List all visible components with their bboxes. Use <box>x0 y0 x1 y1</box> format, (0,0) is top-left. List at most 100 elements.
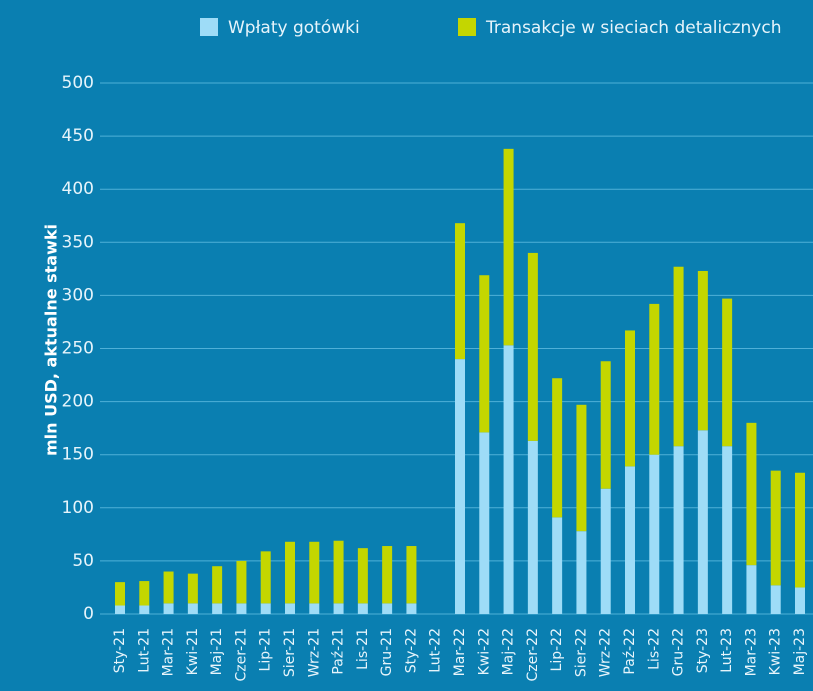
bar <box>503 345 514 614</box>
legend-label: Transakcje w sieciach detalicznych <box>485 18 781 38</box>
bar <box>600 361 611 489</box>
bar <box>212 566 223 604</box>
bar <box>625 466 635 614</box>
bar <box>357 548 368 604</box>
x-tick-label: Lut-21 <box>136 628 152 673</box>
x-tick-label: Wrz-22 <box>598 628 614 677</box>
x-tick-label: Wrz-21 <box>306 628 322 677</box>
bar <box>139 605 150 614</box>
bar <box>382 603 393 614</box>
bar <box>163 571 174 604</box>
bar <box>746 422 757 566</box>
x-tick-label: Lis-21 <box>355 628 371 670</box>
x-tick-label: Czer-22 <box>525 628 541 681</box>
x-tick-label: Maj-21 <box>209 628 225 675</box>
x-tick-label: Kwi-22 <box>476 628 492 675</box>
y-tick-label: 300 <box>62 285 94 305</box>
x-tick-label: Maj-23 <box>792 628 808 675</box>
bar <box>649 303 660 455</box>
y-axis-label: mln USD, aktualne stawki <box>42 224 61 456</box>
bar <box>455 359 465 614</box>
x-tick-label: Gru-22 <box>671 628 687 676</box>
bar <box>260 603 271 614</box>
bar <box>406 603 417 614</box>
y-tick-label: 150 <box>62 445 94 465</box>
bar <box>697 430 708 614</box>
x-tick-label: Paź-21 <box>331 628 347 675</box>
y-tick-label: 500 <box>62 73 94 93</box>
bar <box>236 560 247 604</box>
bar <box>455 223 465 360</box>
bar <box>770 470 781 586</box>
bar <box>649 454 660 614</box>
x-tick-label: Lip-22 <box>549 628 565 671</box>
bar <box>309 541 320 604</box>
y-tick-label: 450 <box>62 126 94 146</box>
y-tick-label: 200 <box>62 392 94 412</box>
bar <box>576 531 587 614</box>
bar <box>770 585 781 614</box>
bar <box>527 252 538 441</box>
x-tick-label: Paź-22 <box>622 628 638 675</box>
bar <box>236 603 247 614</box>
bar <box>382 546 393 604</box>
bar <box>139 581 150 606</box>
x-tick-label: Gru-21 <box>379 628 395 676</box>
bar <box>163 603 174 614</box>
bar <box>697 270 708 431</box>
bar <box>212 603 223 614</box>
bar <box>673 266 684 447</box>
x-tick-label: Sier-22 <box>573 628 589 677</box>
bar <box>527 440 538 614</box>
bar <box>625 330 635 467</box>
bar <box>746 565 757 614</box>
x-tick-label: Lut-22 <box>428 628 444 673</box>
x-tick-label: Kwi-23 <box>768 628 784 675</box>
bar <box>115 605 125 614</box>
bar <box>285 603 295 614</box>
x-tick-label: Mar-21 <box>161 628 177 676</box>
x-tick-label: Lut-23 <box>719 628 735 673</box>
y-tick-label: 0 <box>83 604 94 624</box>
x-tick-label: Sty-22 <box>403 628 419 673</box>
y-tick-label: 350 <box>62 232 94 252</box>
y-tick-label: 100 <box>62 498 94 518</box>
bar <box>503 148 514 346</box>
bar <box>552 517 563 614</box>
x-tick-label: Sty-23 <box>695 628 711 673</box>
x-tick-label: Mar-23 <box>743 628 759 676</box>
bar <box>600 488 611 614</box>
bar <box>406 546 417 604</box>
bar <box>333 540 344 604</box>
x-tick-label: Maj-22 <box>501 628 517 675</box>
y-tick-label: 400 <box>62 179 94 199</box>
x-tick-label: Lip-21 <box>258 628 274 671</box>
legend-swatch <box>458 18 476 36</box>
bar <box>479 275 490 433</box>
bar <box>795 587 805 614</box>
x-tick-label: Kwi-21 <box>185 628 201 675</box>
bar <box>479 432 490 614</box>
x-tick-label: Sier-21 <box>282 628 298 677</box>
bar <box>187 573 198 604</box>
bar <box>795 472 805 588</box>
bar <box>357 603 368 614</box>
bar <box>115 582 125 606</box>
bar <box>722 446 733 614</box>
x-tick-label: Sty-21 <box>112 628 128 673</box>
bar <box>333 603 344 614</box>
x-tick-label: Lis-22 <box>646 628 662 670</box>
bar <box>673 446 684 614</box>
bar <box>187 603 198 614</box>
legend-swatch <box>200 18 218 36</box>
x-tick-label: Czer-21 <box>233 628 249 681</box>
x-tick-label: Mar-22 <box>452 628 468 676</box>
bar <box>722 298 733 447</box>
y-tick-label: 250 <box>62 339 94 359</box>
bar <box>309 603 320 614</box>
bar <box>260 551 271 604</box>
y-tick-label: 50 <box>72 551 94 571</box>
bar <box>552 378 563 518</box>
bar <box>576 404 587 532</box>
